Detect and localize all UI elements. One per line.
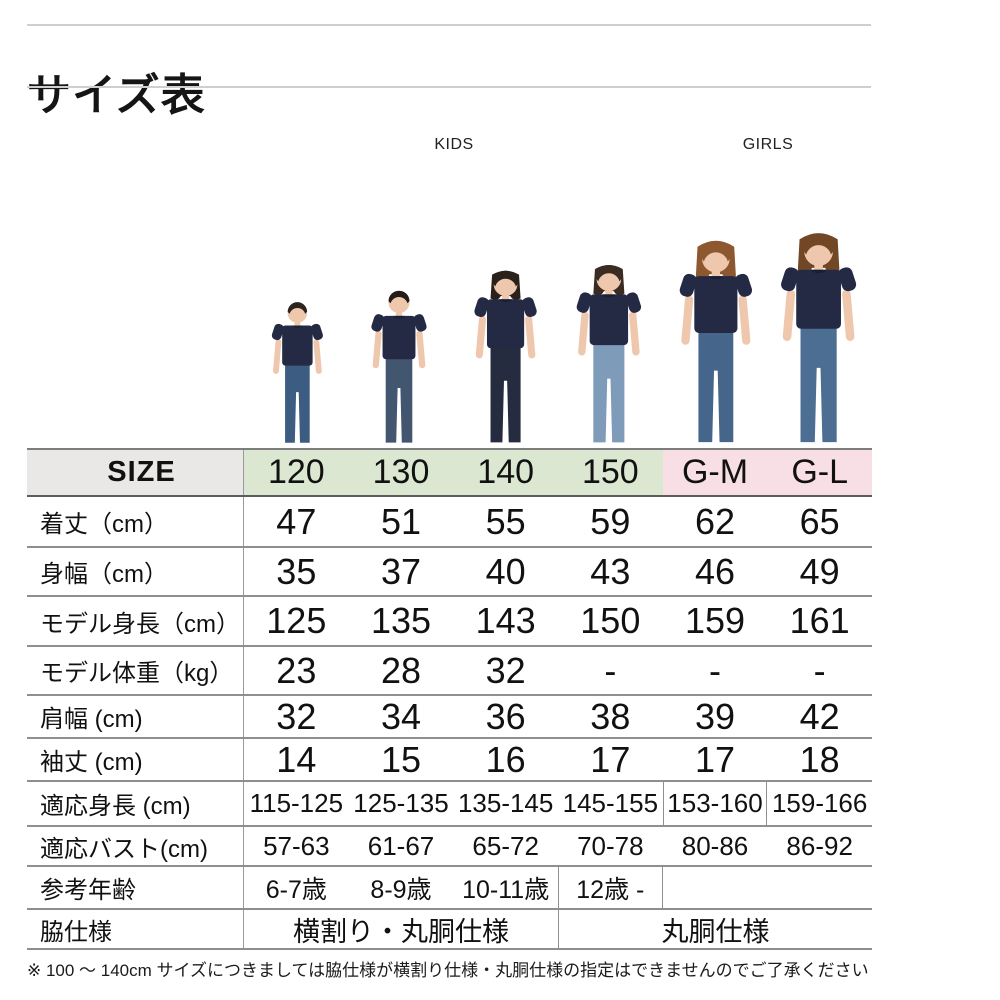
row-label: 着丈（cm） xyxy=(27,497,244,546)
value-cell: 37 xyxy=(380,550,422,592)
footnote: ※ 100 ～ 140cm サイズにつきましては脇仕様が横割り仕様・丸胴仕様の指… xyxy=(27,961,869,980)
value-cell: 135 xyxy=(370,600,432,641)
column-header-G-M: G-M xyxy=(662,450,768,495)
value-cell: 65 xyxy=(799,500,840,542)
row-label: モデル体重（kg） xyxy=(27,647,244,694)
value-cell: 32 xyxy=(485,649,526,691)
value-cell: - xyxy=(604,649,617,691)
value-cell: 16 xyxy=(485,739,526,780)
column-header-140: 140 xyxy=(453,450,558,495)
value-cell: 28 xyxy=(380,649,422,691)
model-photo-120 xyxy=(265,295,330,449)
value-cell: 159 xyxy=(684,600,746,641)
value-cell: 43 xyxy=(590,550,631,592)
value-cell: 14 xyxy=(276,739,317,780)
value-cell: 159-166 xyxy=(771,788,868,818)
value-cell: 57-63 xyxy=(263,830,330,861)
page-title: サイズ表 xyxy=(27,71,206,121)
value-cell xyxy=(663,867,768,908)
value-cell: 65-72 xyxy=(472,830,539,861)
value-cell: 46 xyxy=(694,550,736,592)
value-cell: 36 xyxy=(485,696,526,737)
value-cell: - xyxy=(813,649,826,691)
row-label: 参考年齢 xyxy=(27,867,244,908)
value-cell: 62 xyxy=(694,500,736,542)
value-cell: 61-67 xyxy=(367,830,435,861)
model-photo-G-L xyxy=(771,225,866,449)
value-cell: 38 xyxy=(590,696,631,737)
group-band-girls: GIRLS xyxy=(742,136,794,153)
model-photo-150 xyxy=(568,256,650,449)
title-rule-bottom xyxy=(27,86,871,88)
value-cell: 135-145 xyxy=(457,788,554,818)
row-label: 身幅（cm） xyxy=(27,548,244,595)
row-label: 適応身長 (cm) xyxy=(27,782,244,825)
value-cell: 8-9歳 xyxy=(370,875,432,904)
row-label: 肩幅 (cm) xyxy=(27,696,244,737)
column-header-150: 150 xyxy=(557,450,663,495)
value-cell: 15 xyxy=(380,739,422,780)
value-cell: 49 xyxy=(799,550,840,592)
value-cell: 23 xyxy=(276,649,317,691)
column-header-G-L: G-L xyxy=(767,450,872,495)
value-cell: 18 xyxy=(799,739,840,780)
model-photo-G-M xyxy=(670,233,762,449)
value-cell: 34 xyxy=(380,696,422,737)
row-label: 適応バスト(cm) xyxy=(27,827,244,865)
value-cell: - xyxy=(708,649,721,691)
size-table: SIZE 120 130 140 150 G-M G-L 着丈（cm） 47 51 55 59 62 65… xyxy=(27,448,872,950)
value-cell: 145-155 xyxy=(562,788,659,818)
value-cell: 12歳 - xyxy=(557,867,663,908)
value-cell: 35 xyxy=(276,550,317,592)
value-cell: 17 xyxy=(694,739,736,780)
column-header-130: 130 xyxy=(348,450,454,495)
value-cell: 42 xyxy=(799,696,840,737)
model-photo-130 xyxy=(364,283,434,449)
value-cell: 32 xyxy=(276,696,317,737)
group-band-kids: KIDS xyxy=(434,136,474,153)
value-cell: 39 xyxy=(694,696,736,737)
value-cell: 86-92 xyxy=(786,830,853,861)
value-cell: 10-11歳 xyxy=(462,875,550,904)
value-cell: 115-125 xyxy=(249,788,344,818)
value-cell: 51 xyxy=(380,500,422,542)
value-cell: 161 xyxy=(789,600,850,641)
value-cell: 55 xyxy=(485,500,526,542)
value-cell: 125-135 xyxy=(353,788,449,818)
column-header-120: 120 xyxy=(244,450,349,495)
model-photo-140 xyxy=(466,262,545,449)
value-cell: 17 xyxy=(590,739,631,780)
value-cell: 59 xyxy=(590,500,631,542)
title-rule-top xyxy=(27,24,871,26)
value-cell: 143 xyxy=(475,600,536,641)
row-label: 脇仕様 xyxy=(27,910,244,948)
value-cell: 125 xyxy=(266,600,327,641)
merged-cell: 横割り・丸胴仕様 xyxy=(293,916,509,947)
model-photos xyxy=(0,0,1000,450)
value-cell: 150 xyxy=(580,600,641,641)
value-cell: 6-7歳 xyxy=(265,875,327,904)
value-cell: 47 xyxy=(276,500,317,542)
row-label: モデル身長（cm） xyxy=(27,597,244,645)
value-cell: 153-160 xyxy=(662,782,768,825)
merged-cell: 丸胴仕様 xyxy=(558,910,872,948)
row-label: 袖丈 (cm) xyxy=(27,739,244,780)
value-cell: 70-78 xyxy=(577,830,644,861)
value-cell: 80-86 xyxy=(681,830,749,861)
value-cell: 40 xyxy=(485,550,526,592)
value-cell xyxy=(767,867,872,908)
size-header-cell: SIZE xyxy=(27,450,244,495)
